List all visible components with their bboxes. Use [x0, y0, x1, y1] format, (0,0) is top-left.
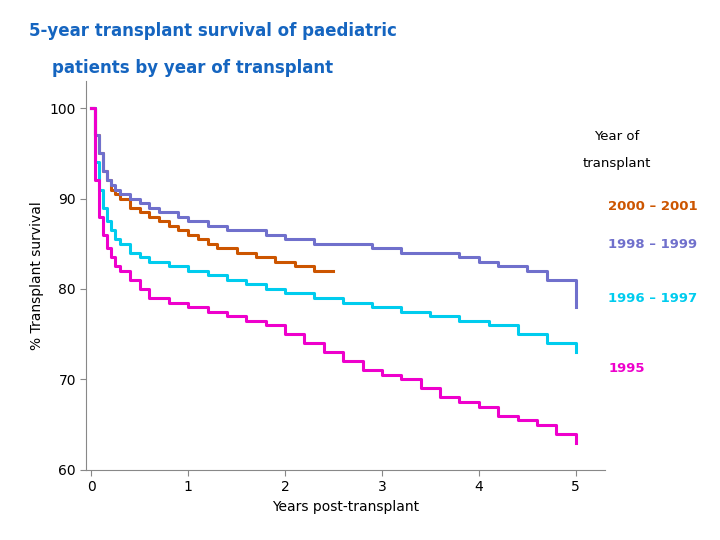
Y-axis label: % Transplant survival: % Transplant survival — [30, 201, 44, 350]
Text: Year of: Year of — [595, 130, 639, 143]
Text: patients by year of transplant: patients by year of transplant — [29, 59, 333, 77]
Text: 1995: 1995 — [608, 362, 645, 375]
Text: 1996 – 1997: 1996 – 1997 — [608, 292, 698, 305]
Text: 1998 – 1999: 1998 – 1999 — [608, 238, 698, 251]
X-axis label: Years post-transplant: Years post-transplant — [272, 500, 419, 514]
Text: 2000 – 2001: 2000 – 2001 — [608, 200, 698, 213]
Text: 5-year transplant survival of paediatric: 5-year transplant survival of paediatric — [29, 22, 397, 39]
Text: transplant: transplant — [583, 157, 651, 170]
